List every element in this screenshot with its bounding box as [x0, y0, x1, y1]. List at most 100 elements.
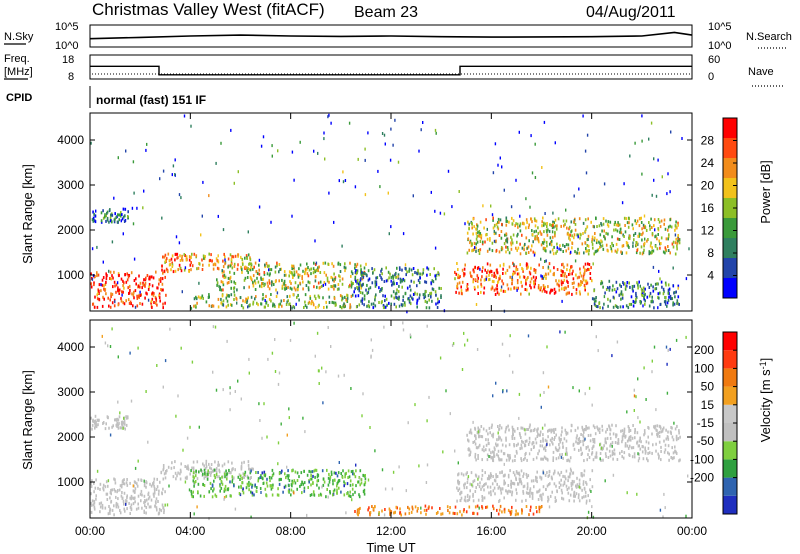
scatter-cell — [658, 296, 660, 300]
scatter-cell — [500, 236, 503, 240]
scatter-cell — [628, 236, 630, 240]
scatter-cell — [540, 243, 543, 247]
scatter-cell — [552, 459, 554, 462]
scatter-cell — [306, 473, 309, 477]
scatter-cell — [247, 271, 249, 275]
scatter-cell — [673, 302, 676, 306]
scatter-cell — [270, 268, 273, 272]
scatter-cell — [426, 300, 428, 304]
scatter-cell — [481, 435, 484, 439]
scatter-cell — [344, 269, 346, 273]
scatter-cell — [643, 226, 645, 230]
scatter-cell — [571, 265, 573, 269]
scatter-cell — [429, 273, 431, 276]
scatter-cell — [567, 475, 570, 479]
scatter-cell — [510, 482, 512, 486]
scatter-cell — [238, 485, 240, 489]
scatter-cell — [494, 142, 497, 146]
scatter-cell — [176, 256, 178, 260]
scatter-cell — [233, 181, 235, 185]
scatter-cell — [477, 430, 480, 434]
scatter-cell — [151, 275, 153, 279]
scatter-cell — [605, 231, 607, 235]
scatter-cell — [134, 289, 137, 293]
scatter-cell — [509, 456, 511, 460]
scatter-cell — [527, 245, 530, 249]
scatter-cell — [466, 486, 468, 490]
scatter-cell — [508, 443, 511, 447]
scatter-cell — [354, 510, 356, 513]
scatter-cell — [556, 246, 558, 250]
scatter-cell — [121, 293, 123, 297]
scatter-cell — [332, 493, 334, 497]
scatter-cell — [640, 245, 643, 249]
scatter-cell — [310, 470, 312, 474]
scatter-cell — [125, 423, 128, 427]
scatter-cell — [114, 418, 116, 422]
scatter-cell — [668, 233, 670, 237]
colorbar-step-3 — [723, 441, 737, 460]
scatter-cell — [636, 281, 638, 285]
scatter-cell — [219, 285, 221, 289]
scatter-cell — [672, 245, 675, 249]
scatter-cell — [510, 243, 513, 247]
scatter-cell — [378, 286, 380, 290]
scatter-cell — [400, 513, 402, 517]
scatter-cell — [515, 470, 518, 474]
scatter-cell — [592, 424, 595, 428]
scatter-cell — [361, 297, 364, 301]
scatter-cell — [433, 267, 435, 271]
scatter-cell — [339, 275, 341, 279]
scatter-cell — [586, 249, 589, 253]
scatter-cell — [494, 479, 497, 483]
scatter-cell — [312, 267, 315, 271]
scatter-cell — [502, 272, 504, 275]
scatter-cell — [214, 476, 216, 480]
scatter-cell — [262, 277, 265, 281]
scatter-cell — [562, 445, 564, 449]
scatter-cell — [217, 305, 220, 309]
scatter-cell — [163, 472, 166, 476]
scatter-cell — [153, 484, 155, 488]
scatter-cell — [457, 268, 459, 271]
scatter-cell — [451, 343, 454, 347]
scatter-cell — [250, 262, 253, 266]
scatter-cell — [503, 479, 505, 483]
scatter-cell — [512, 430, 514, 434]
scatter-cell — [636, 242, 639, 246]
scatter-cell — [266, 477, 268, 481]
scatter-cell — [424, 299, 427, 303]
scatter-cell — [220, 486, 223, 490]
scatter-cell — [552, 472, 555, 476]
scatter-cell — [260, 277, 263, 281]
scatter-cell — [107, 484, 109, 488]
scatter-cell — [602, 247, 605, 251]
scatter-cell — [180, 196, 182, 200]
scatter-cell — [392, 274, 394, 278]
scatter-cell — [137, 284, 140, 288]
scatter-cell — [102, 216, 105, 220]
scatter-cell — [518, 432, 521, 435]
scatter-cell — [578, 187, 580, 191]
scatter-cell — [255, 295, 257, 299]
scatter-cell — [472, 511, 474, 515]
scatter-cell — [534, 282, 536, 286]
scatter-cell — [224, 262, 226, 266]
scatter-cell — [531, 492, 534, 495]
scatter-cell — [658, 430, 661, 434]
scatter-cell — [532, 250, 535, 254]
scatter-cell — [583, 495, 585, 499]
scatter-cell — [570, 250, 572, 254]
scatter-cell — [588, 448, 590, 452]
scatter-cell — [242, 476, 244, 479]
scatter-cell — [144, 296, 146, 300]
scatter-cell — [288, 474, 290, 478]
scatter-cell — [598, 427, 601, 431]
scatter-cell — [506, 389, 508, 393]
scatter-cell — [126, 415, 129, 419]
scatter-cell — [323, 131, 325, 135]
scatter-cell — [500, 491, 503, 495]
scatter-cell — [648, 137, 650, 141]
scatter-cell — [93, 283, 95, 287]
scatter-cell — [583, 283, 586, 287]
